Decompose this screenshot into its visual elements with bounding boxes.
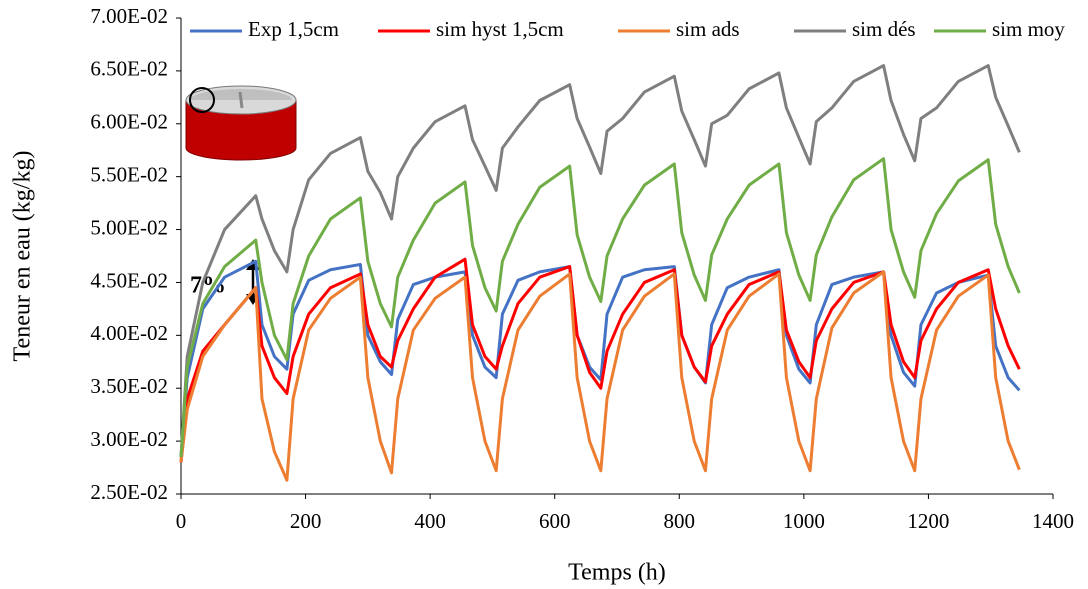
legend-label: sim moy <box>992 17 1065 41</box>
y-tick-label: 4.50E-02 <box>90 268 168 292</box>
series-line <box>179 257 1021 463</box>
x-tick-label: 1400 <box>1032 509 1074 533</box>
x-tick-label: 800 <box>664 509 696 533</box>
y-tick-label: 7.00E-02 <box>90 4 168 28</box>
legend-label: sim hyst 1,5cm <box>436 17 564 41</box>
x-tick-label: 1200 <box>907 509 949 533</box>
inset-cylinder <box>185 85 297 161</box>
legend-label: Exp 1,5cm <box>248 17 339 41</box>
legend-label: sim dés <box>852 17 916 41</box>
y-tick-label: 6.00E-02 <box>90 110 168 134</box>
y-tick-label: 4.00E-02 <box>90 321 168 345</box>
y-tick-label: 5.00E-02 <box>90 215 168 239</box>
y-tick-label: 6.50E-02 <box>90 57 168 81</box>
y-axis-label: Teneur en eau (kg/kg) <box>10 151 36 362</box>
x-tick-label: 600 <box>539 509 571 533</box>
series-line <box>179 64 1021 458</box>
x-tick-label: 200 <box>290 509 322 533</box>
series-line <box>179 270 1021 482</box>
legend-label: sim ads <box>676 17 740 41</box>
series-line <box>179 259 1021 458</box>
y-tick-label: 5.50E-02 <box>90 162 168 186</box>
y-tick-label: 3.50E-02 <box>90 374 168 398</box>
x-axis-label: Temps (h) <box>568 560 666 586</box>
x-tick-label: 400 <box>414 509 446 533</box>
y-tick-label: 2.50E-02 <box>90 480 168 504</box>
x-tick-label: 1000 <box>783 509 825 533</box>
y-tick-label: 3.00E-02 <box>90 427 168 451</box>
series-line <box>179 157 1021 458</box>
x-tick-label: 0 <box>176 509 187 533</box>
